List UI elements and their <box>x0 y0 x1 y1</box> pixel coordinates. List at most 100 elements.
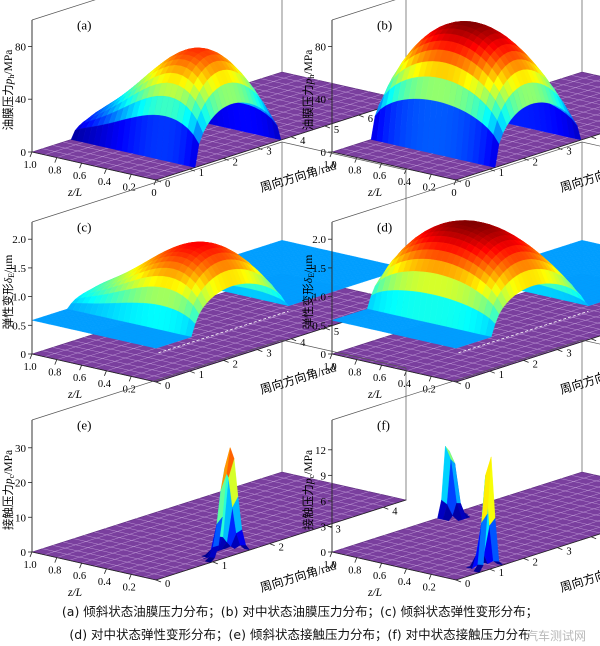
y-tick-label: 0.6 <box>73 571 86 582</box>
y-tick-label: 0.6 <box>373 171 386 182</box>
y-tick-label: 0.8 <box>48 166 61 177</box>
y-tick <box>404 168 407 174</box>
x-tick <box>223 360 229 363</box>
x-tick <box>590 136 597 140</box>
x-tick <box>290 136 297 140</box>
floor-plane <box>330 471 600 581</box>
z-tick-label: 0 <box>321 547 327 559</box>
x-tick <box>489 568 495 572</box>
z-tick-label: 30 <box>15 443 27 455</box>
x-tick-label: 3 <box>566 349 571 360</box>
x-tick-label: 0 <box>465 381 470 392</box>
x-axis-label: 周向方向角/rad <box>558 158 600 195</box>
x-tick <box>557 147 563 150</box>
y-tick <box>29 151 33 158</box>
x-tick-label: 5 <box>334 327 339 338</box>
y-tick <box>104 168 107 174</box>
x-tick-label: 4 <box>300 136 306 147</box>
x-tick <box>358 114 364 118</box>
y-tick <box>128 376 132 382</box>
z-tick-label: 10 <box>15 512 27 524</box>
y-tick <box>379 365 382 371</box>
panel-a: 040801.00.80.60.40.2001234567(a)油膜压力ph/M… <box>1 0 408 199</box>
x-tick <box>212 561 218 565</box>
y-tick <box>128 574 132 580</box>
z-tick-label: 6 <box>321 496 327 508</box>
panel-tag: (f) <box>377 417 390 432</box>
y-tick-label: 0.2 <box>123 182 136 193</box>
y-axis-label: z/L <box>67 187 82 199</box>
floor-grid-w <box>131 296 382 377</box>
z-tick-label: 40 <box>315 94 327 106</box>
y-tick-label: 1.0 <box>23 560 36 571</box>
y-tick-label: 0.6 <box>73 171 86 182</box>
x-tick-label: 5 <box>334 125 339 136</box>
y-tick <box>329 353 333 360</box>
y-tick-label: 0.8 <box>48 566 61 577</box>
y-tick-label: 0.4 <box>398 379 412 390</box>
z-axis-label: 弹性变形δE/μm <box>301 255 316 330</box>
z-axis-label: 接触压力pc/MPa <box>301 450 316 530</box>
y-tick <box>354 157 358 163</box>
y-tick <box>29 551 33 558</box>
y-tick-label: 0.4 <box>98 177 112 188</box>
z-tick-label: 20 <box>15 478 27 490</box>
x-tick <box>290 338 297 342</box>
x-tick <box>383 506 389 510</box>
y-tick <box>104 370 107 376</box>
x-axis-label: 周向方向角/rad <box>558 558 600 595</box>
y-tick <box>54 157 58 163</box>
x-tick <box>590 536 597 540</box>
x-tick <box>189 168 195 172</box>
y-tick <box>329 151 333 158</box>
panel-c: 00.51.01.52.01.00.80.60.40.201234567(c)弹… <box>1 141 408 401</box>
x-tick <box>455 179 462 183</box>
z-tick-label: 0 <box>321 147 327 159</box>
x-tick-label: 0 <box>465 579 470 590</box>
y-tick <box>428 376 432 382</box>
z-tick-label: 80 <box>15 41 27 53</box>
x-tick-label: 3 <box>335 524 340 535</box>
y-tick <box>404 568 407 574</box>
panel-tag: (a) <box>77 17 91 32</box>
y-tick <box>104 568 107 574</box>
z-axis-label: 弹性变形δE/μm <box>1 255 16 330</box>
x-tick-label: 2 <box>233 359 238 370</box>
x-tick-label: 0 <box>465 179 470 190</box>
y-tick <box>128 174 132 180</box>
y-tick-label: 0.6 <box>373 373 386 384</box>
y-tick-label: 0.2 <box>123 582 136 593</box>
x-tick <box>523 558 529 561</box>
z-tick-label: 12 <box>315 445 326 457</box>
y-tick-label: 0 <box>151 188 156 199</box>
x-tick-label: 4 <box>392 506 398 517</box>
x-tick <box>489 370 495 374</box>
y-tick-label: 0.2 <box>423 182 436 193</box>
y-tick-label: 0.2 <box>423 384 436 395</box>
y-tick <box>29 353 33 360</box>
z-axis-label: 油膜压力ph/MPa <box>301 50 316 131</box>
y-tick-label: 1.0 <box>323 160 336 171</box>
y-axis-line <box>31 151 157 181</box>
panel-tag: (b) <box>377 17 392 32</box>
x-tick <box>455 579 462 583</box>
x-tick-label: 1 <box>222 561 227 572</box>
figure-3d-surfaces: 040801.00.80.60.40.2001234567(a)油膜压力ph/M… <box>1 0 600 599</box>
x-tick <box>223 158 229 161</box>
watermark: 汽车测试网 <box>525 629 586 643</box>
y-tick <box>329 551 333 558</box>
panel-b: 040801.00.80.60.40.2001234567(b)油膜压力ph/M… <box>301 0 600 199</box>
y-tick-label: 0.8 <box>48 368 61 379</box>
x-tick <box>590 338 597 342</box>
x-tick-label: 2 <box>279 543 284 554</box>
y-axis-label: z/L <box>367 587 382 599</box>
x-tick <box>155 179 162 183</box>
x-tick <box>324 125 331 129</box>
y-tick <box>79 163 82 169</box>
x-tick <box>523 360 529 363</box>
x-tick-label: 0 <box>165 179 170 190</box>
x-tick-label: 2 <box>533 557 538 568</box>
z-tick-label: 40 <box>15 94 27 106</box>
x-tick-label: 1 <box>499 568 504 579</box>
panel-tag: (c) <box>77 219 91 234</box>
